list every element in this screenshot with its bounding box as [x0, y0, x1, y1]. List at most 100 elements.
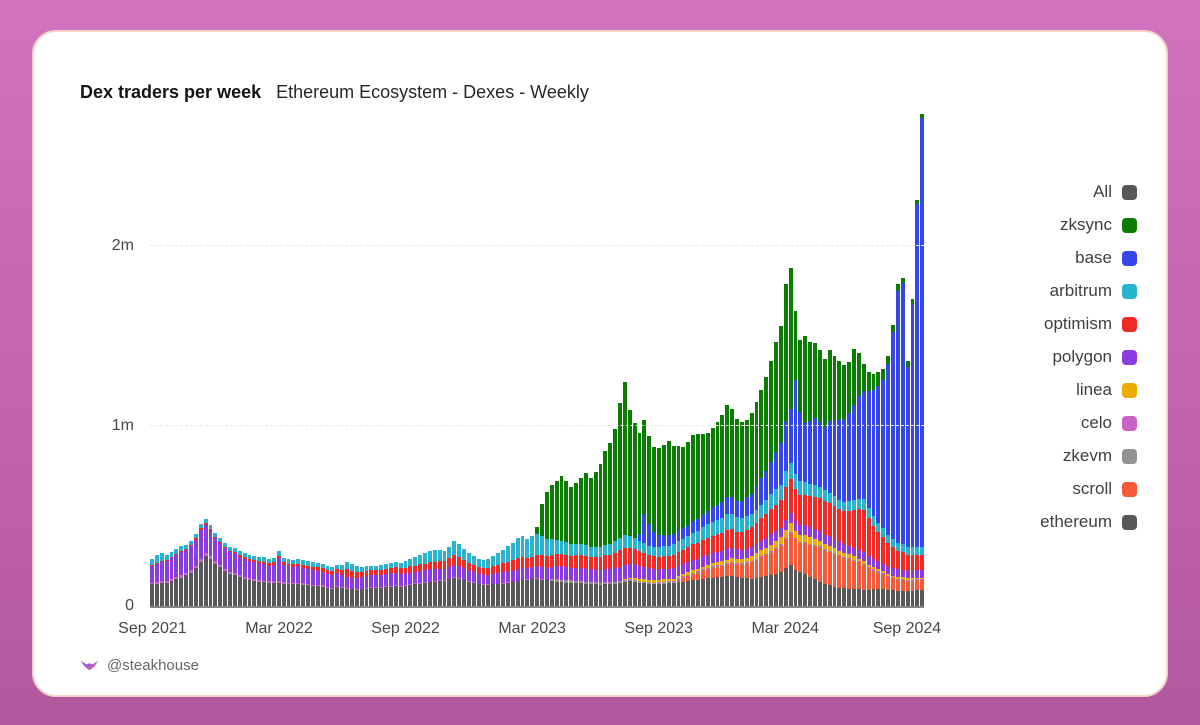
bar-segment-celo[interactable] — [720, 564, 725, 566]
bar[interactable] — [915, 100, 920, 606]
bar-segment-arbitrum[interactable] — [481, 560, 486, 569]
bar-segment-zksync[interactable] — [749, 412, 754, 494]
bar-segment-polygon[interactable] — [793, 520, 798, 531]
bar-segment-scroll[interactable] — [910, 580, 915, 591]
bar-segment-arbitrum[interactable] — [223, 543, 227, 547]
bar-segment-scroll[interactable] — [676, 579, 681, 583]
bar-segment-celo[interactable] — [613, 581, 617, 583]
bar-segment-optimism[interactable] — [730, 529, 734, 548]
bar-segment-ethereum[interactable] — [769, 575, 773, 606]
bar-segment-ethereum[interactable] — [379, 587, 383, 606]
bar-segment-arbitrum[interactable] — [569, 544, 574, 556]
bar-segment-linea[interactable] — [622, 579, 627, 580]
bar-segment-celo[interactable] — [218, 565, 223, 568]
bar-segment-base[interactable] — [715, 505, 720, 521]
bar-segment-celo[interactable] — [915, 579, 920, 580]
bar-segment-arbitrum[interactable] — [705, 524, 710, 538]
bar-segment-zkevm[interactable] — [778, 544, 783, 546]
bar-segment-celo[interactable] — [910, 579, 915, 581]
bar[interactable] — [535, 100, 539, 606]
bar-segment-celo[interactable] — [496, 583, 500, 585]
bar[interactable] — [418, 100, 422, 606]
bar[interactable] — [661, 100, 666, 606]
bar-segment-celo[interactable] — [744, 562, 749, 563]
bar-segment-ethereum[interactable] — [803, 573, 808, 606]
bar-segment-ethereum[interactable] — [257, 581, 262, 606]
bar-segment-ethereum[interactable] — [583, 583, 588, 606]
bar[interactable] — [583, 100, 588, 606]
bar-segment-optimism[interactable] — [627, 547, 632, 564]
bar-segment-celo[interactable] — [652, 582, 656, 584]
bar-segment-ethereum[interactable] — [861, 589, 866, 606]
bar[interactable] — [520, 100, 525, 606]
bar-segment-arbitrum[interactable] — [554, 540, 559, 555]
bar-segment-ethereum[interactable] — [471, 582, 476, 606]
bar-segment-ethereum[interactable] — [778, 571, 783, 606]
bar-segment-arbitrum[interactable] — [447, 546, 452, 559]
bar-segment-ethereum[interactable] — [184, 575, 188, 606]
bar-segment-scroll[interactable] — [744, 563, 749, 579]
bar[interactable] — [247, 100, 252, 606]
bar-segment-arbitrum[interactable] — [842, 501, 847, 511]
bar-segment-zkevm[interactable] — [647, 582, 652, 585]
bar[interactable] — [447, 100, 452, 606]
bar-segment-celo[interactable] — [642, 581, 647, 583]
bar-segment-zksync[interactable] — [866, 371, 871, 392]
bar-segment-linea[interactable] — [778, 537, 783, 545]
bar-segment-celo[interactable] — [335, 586, 340, 588]
bar-segment-celo[interactable] — [852, 559, 856, 561]
bar-segment-arbitrum[interactable] — [900, 544, 905, 553]
bar-segment-zksync[interactable] — [657, 448, 661, 535]
bar-segment-linea[interactable] — [754, 553, 759, 559]
bar[interactable] — [271, 100, 276, 606]
bar-segment-arbitrum[interactable] — [228, 547, 232, 551]
bar-segment-arbitrum[interactable] — [340, 564, 344, 570]
bar[interactable] — [159, 100, 164, 606]
legend-item-scroll[interactable]: scroll — [1040, 478, 1137, 500]
bar-segment-arbitrum[interactable] — [778, 484, 783, 500]
bar-segment-optimism[interactable] — [793, 489, 798, 521]
bar-segment-optimism[interactable] — [213, 536, 218, 538]
bar-segment-polygon[interactable] — [642, 566, 647, 580]
bar-segment-optimism[interactable] — [715, 534, 720, 553]
bar-segment-ethereum[interactable] — [442, 580, 447, 606]
bar-segment-polygon[interactable] — [179, 551, 184, 576]
bar-segment-scroll[interactable] — [827, 551, 832, 586]
bar-segment-ethereum[interactable] — [725, 576, 730, 606]
bar-segment-polygon[interactable] — [817, 531, 822, 541]
bar-segment-zkevm[interactable] — [637, 581, 642, 583]
bar[interactable] — [769, 100, 773, 606]
bar[interactable] — [827, 100, 832, 606]
bar-segment-scroll[interactable] — [759, 557, 764, 578]
bar[interactable] — [203, 100, 208, 606]
bar-segment-optimism[interactable] — [754, 522, 759, 545]
bar-segment-celo[interactable] — [876, 571, 881, 572]
bar-segment-zkevm[interactable] — [866, 567, 871, 569]
bar-segment-zkevm[interactable] — [549, 579, 554, 582]
bar-segment-celo[interactable] — [393, 585, 398, 587]
bar[interactable] — [408, 100, 413, 606]
bar-segment-linea[interactable] — [666, 579, 671, 582]
bar-segment-celo[interactable] — [364, 588, 369, 589]
bar-segment-ethereum[interactable] — [228, 573, 232, 606]
bar-segment-linea[interactable] — [769, 544, 773, 552]
bar-segment-ethereum[interactable] — [369, 588, 374, 606]
bar-segment-scroll[interactable] — [871, 570, 876, 590]
bar[interactable] — [530, 100, 535, 606]
bar-segment-arbitrum[interactable] — [296, 558, 301, 564]
bar-segment-polygon[interactable] — [871, 558, 876, 568]
bar-segment-zkevm[interactable] — [808, 544, 812, 545]
bar-segment-arbitrum[interactable] — [910, 547, 915, 556]
bar-segment-scroll[interactable] — [915, 580, 920, 591]
bar-segment-arbitrum[interactable] — [725, 514, 730, 530]
bar-segment-linea[interactable] — [886, 574, 890, 577]
bar-segment-optimism[interactable] — [442, 560, 447, 569]
bar-segment-celo[interactable] — [715, 565, 720, 566]
bar-segment-linea[interactable] — [759, 550, 764, 557]
bar-segment-celo[interactable] — [306, 583, 310, 586]
bar-segment-arbitrum[interactable] — [915, 546, 920, 555]
bar-segment-polygon[interactable] — [803, 525, 808, 535]
bar-segment-polygon[interactable] — [349, 577, 354, 589]
bar[interactable] — [379, 100, 383, 606]
bar-segment-base[interactable] — [676, 531, 681, 541]
